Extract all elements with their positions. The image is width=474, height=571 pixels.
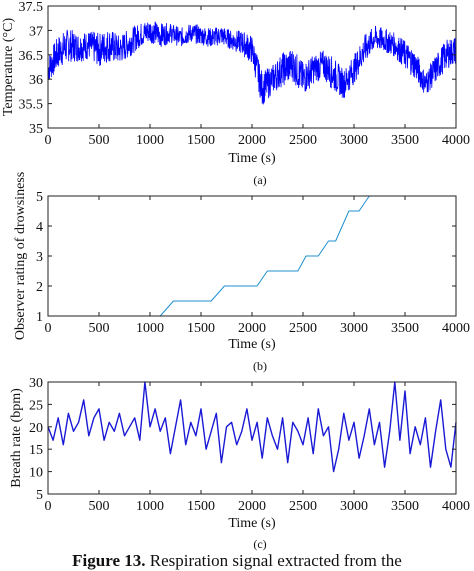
temperature-signal-line	[47, 21, 457, 105]
y-tick-label: 35.5	[19, 98, 44, 113]
y-tick-label: 5	[36, 190, 43, 205]
y-tick-label: 25	[29, 398, 43, 413]
y-tick-label: 2	[36, 280, 43, 295]
y-tick-label: 10	[29, 466, 43, 481]
x-tick-label: 1000	[136, 133, 164, 148]
x-tick-label: 2500	[289, 133, 317, 148]
y-tick-label: 20	[29, 421, 43, 436]
x-tick-label: 2000	[238, 321, 266, 336]
y-tick-label: 4	[36, 220, 43, 235]
x-tick-label: 3000	[340, 321, 368, 336]
y-tick-label: 1	[36, 310, 43, 325]
x-tick-label: 3500	[391, 499, 419, 514]
x-tick-label: 2500	[289, 499, 317, 514]
y-tick-label: 35	[29, 122, 43, 137]
drowsiness-rating-line	[48, 195, 456, 317]
x-tick-label: 4000	[442, 133, 470, 148]
x-tick-label: 1500	[187, 321, 215, 336]
panel-label: (c)	[253, 537, 266, 551]
y-tick-label: 36.5	[19, 49, 44, 64]
x-tick-label: 0	[45, 133, 52, 148]
figure-caption-text: Respiration signal extracted from the	[146, 551, 402, 570]
x-tick-label: 0	[45, 499, 52, 514]
y-tick-label: 30	[29, 376, 43, 391]
plot-frame	[47, 5, 457, 129]
x-tick-label: 500	[89, 133, 110, 148]
x-tick-label: 2000	[238, 499, 266, 514]
x-tick-label: 1500	[187, 499, 215, 514]
x-tick-label: 500	[89, 499, 110, 514]
breath-rate-panel: 0 500 1000 1500 2000 2500 3000 3500 4000 5 10 15 20 2…	[9, 376, 470, 551]
y-tick-label: 36	[29, 73, 43, 88]
x-tick-label: 1000	[136, 499, 164, 514]
x-tick-label: 3000	[340, 499, 368, 514]
x-tick-label: 4000	[442, 321, 470, 336]
panel-label: (a)	[253, 173, 266, 187]
y-tick-label: 5	[36, 488, 43, 503]
x-axis-label: Time (s)	[228, 516, 276, 531]
y-axis-label: Breath rate (bpm)	[9, 388, 24, 488]
x-tick-label: 3000	[340, 133, 368, 148]
x-tick-label: 1500	[187, 133, 215, 148]
y-tick-label: 3	[36, 250, 43, 265]
x-tick-label: 3500	[391, 321, 419, 336]
y-tick-label: 37	[29, 24, 43, 39]
x-axis-label: Time (s)	[228, 337, 276, 352]
x-tick-label: 0	[45, 321, 52, 336]
y-tick-label: 15	[29, 443, 43, 458]
x-tick-label: 1000	[136, 321, 164, 336]
panel-label: (b)	[253, 359, 267, 373]
y-tick-label: 37.5	[19, 0, 44, 15]
y-axis-label: Observer rating of drowsiness	[13, 172, 28, 340]
x-axis-label: Time (s)	[228, 151, 276, 166]
x-tick-label: 500	[89, 321, 110, 336]
x-tick-label: 4000	[442, 499, 470, 514]
plot-frame	[47, 195, 457, 317]
figure-caption: Figure 13. Respiration signal extracted …	[72, 551, 402, 570]
y-axis-label: Temperature (°C)	[1, 18, 16, 117]
figure-caption-label: Figure 13.	[72, 551, 145, 570]
x-tick-label: 2500	[289, 321, 317, 336]
temperature-panel: 0 500 1000 1500 2000 2500 3000 3500 4000 35 35.5 36…	[1, 0, 470, 187]
drowsiness-rating-panel: 0 500 1000 1500 2000 2500 3000 3500 4000 1 2 3 4 5 Tim…	[13, 172, 470, 373]
x-tick-label: 3500	[391, 133, 419, 148]
x-tick-label: 2000	[238, 133, 266, 148]
breath-rate-line	[47, 381, 457, 473]
